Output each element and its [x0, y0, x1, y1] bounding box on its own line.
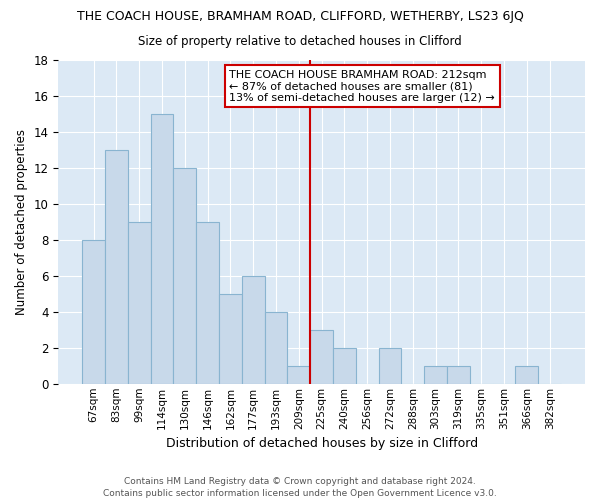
Bar	[447, 366, 470, 384]
Bar	[151, 114, 173, 384]
Bar	[265, 312, 287, 384]
Bar	[379, 348, 401, 384]
Bar	[333, 348, 356, 384]
Bar	[196, 222, 219, 384]
X-axis label: Distribution of detached houses by size in Clifford: Distribution of detached houses by size …	[166, 437, 478, 450]
Bar	[242, 276, 265, 384]
Bar	[105, 150, 128, 384]
Text: Contains HM Land Registry data © Crown copyright and database right 2024.
Contai: Contains HM Land Registry data © Crown c…	[103, 476, 497, 498]
Text: THE COACH HOUSE, BRAMHAM ROAD, CLIFFORD, WETHERBY, LS23 6JQ: THE COACH HOUSE, BRAMHAM ROAD, CLIFFORD,…	[77, 10, 523, 23]
Bar	[287, 366, 310, 384]
Text: THE COACH HOUSE BRAMHAM ROAD: 212sqm
← 87% of detached houses are smaller (81)
1: THE COACH HOUSE BRAMHAM ROAD: 212sqm ← 8…	[229, 70, 495, 103]
Bar	[128, 222, 151, 384]
Y-axis label: Number of detached properties: Number of detached properties	[15, 129, 28, 315]
Bar	[173, 168, 196, 384]
Bar	[82, 240, 105, 384]
Bar	[310, 330, 333, 384]
Bar	[424, 366, 447, 384]
Bar	[515, 366, 538, 384]
Bar	[219, 294, 242, 384]
Text: Size of property relative to detached houses in Clifford: Size of property relative to detached ho…	[138, 35, 462, 48]
